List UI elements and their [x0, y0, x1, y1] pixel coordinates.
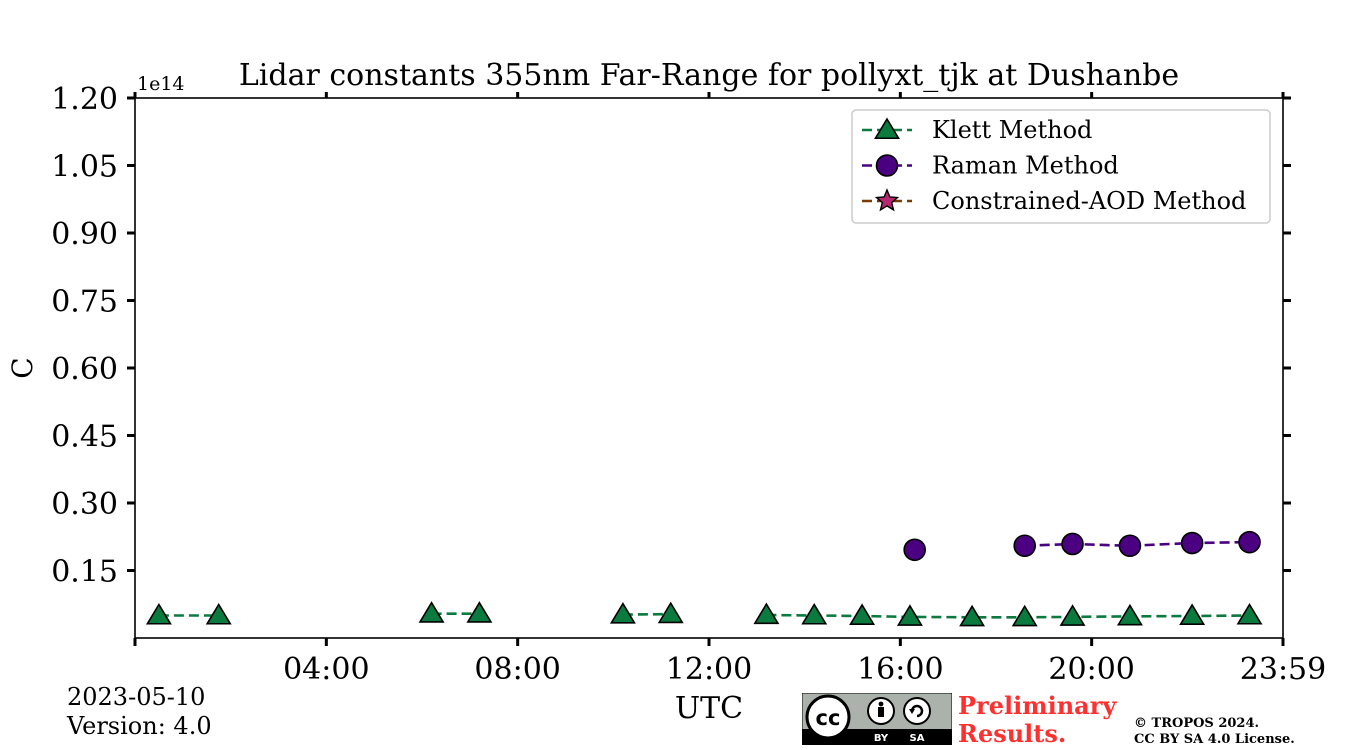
data-point — [1013, 534, 1036, 558]
x-tick-label: 16:00 — [857, 652, 943, 687]
axis-ticks: 04:00 08:00 12:00 16:00 20:00 23:59 0.15 0.30 0.… — [51, 82, 1326, 687]
preliminary-line-1: Preliminary — [958, 691, 1117, 720]
y-tick-label: 1.20 — [51, 82, 118, 117]
data-point — [896, 604, 923, 626]
data-point — [466, 601, 493, 623]
data-point — [1180, 531, 1204, 555]
legend-label: Constrained-AOD Method — [932, 187, 1246, 215]
series-line — [766, 613, 1250, 619]
y-axis-multiplier: 1e14 — [137, 73, 185, 95]
data-point — [145, 602, 172, 625]
series-line — [622, 612, 671, 616]
data-point — [1236, 602, 1263, 625]
y-tick-label: 0.45 — [51, 420, 118, 455]
data-series — [145, 530, 1263, 627]
cc-by-text: BY — [874, 733, 889, 744]
data-point — [1118, 534, 1142, 558]
y-tick-label: 0.90 — [51, 217, 118, 252]
data-point — [418, 601, 445, 623]
legend-label: Raman Method — [932, 152, 1119, 180]
data-point — [609, 602, 636, 624]
legend-marker — [874, 117, 900, 140]
footer-date: 2023-05-10 — [67, 683, 206, 711]
data-point — [1179, 603, 1206, 626]
legend-marker — [875, 154, 899, 177]
data-point — [205, 602, 232, 625]
y-tick-label: 0.30 — [51, 487, 118, 522]
share-alike-icon — [903, 697, 931, 725]
data-point — [1238, 530, 1261, 554]
x-axis-label: UTC — [675, 691, 743, 726]
cc-logo-text: cc — [816, 706, 841, 730]
series-klett-method — [145, 601, 1263, 627]
x-tick-label: 23:59 — [1240, 652, 1326, 687]
legend-box — [851, 109, 1271, 224]
copyright-line-2: CC BY SA 4.0 License. — [1134, 732, 1295, 747]
data-point — [1116, 603, 1143, 626]
y-axis-label: C — [6, 357, 39, 378]
chart-title: Lidar constants 355nm Far-Range for poll… — [239, 58, 1179, 93]
cc-by-sa-logo: cc BY SA — [802, 693, 952, 745]
x-tick-label: 08:00 — [474, 652, 560, 687]
legend: Klett Method Raman Method Constrained-AOD … — [851, 109, 1271, 224]
data-point — [1011, 604, 1038, 627]
data-point — [1059, 604, 1086, 626]
copyright-notice: © TROPOS 2024. CC BY SA 4.0 License. — [1134, 716, 1295, 748]
x-tick-label: 20:00 — [1048, 652, 1134, 687]
footer-version: Version: 4.0 — [67, 712, 212, 740]
legend-label: Klett Method — [932, 116, 1092, 144]
x-tick-label: 04:00 — [283, 652, 369, 687]
y-tick-label: 0.75 — [51, 285, 118, 320]
plot-frame — [134, 97, 1284, 639]
data-point — [903, 538, 926, 562]
data-point — [801, 602, 828, 625]
y-tick-label: 1.05 — [51, 150, 118, 185]
y-tick-label: 0.60 — [51, 352, 118, 387]
preliminary-line-2: Results. — [958, 719, 1067, 748]
cc-sa-text: SA — [910, 733, 925, 744]
data-point — [959, 604, 986, 627]
series-raman-method — [903, 530, 1261, 562]
data-point — [849, 603, 876, 626]
preliminary-notice: Preliminary Results. — [958, 692, 1116, 748]
y-tick-label: 0.15 — [51, 555, 118, 590]
data-point — [657, 601, 684, 624]
legend-marker — [874, 188, 900, 212]
data-point — [1061, 532, 1084, 556]
copyright-line-1: © TROPOS 2024. — [1134, 716, 1260, 731]
x-tick-label: 12:00 — [666, 652, 752, 687]
data-point — [753, 602, 780, 625]
